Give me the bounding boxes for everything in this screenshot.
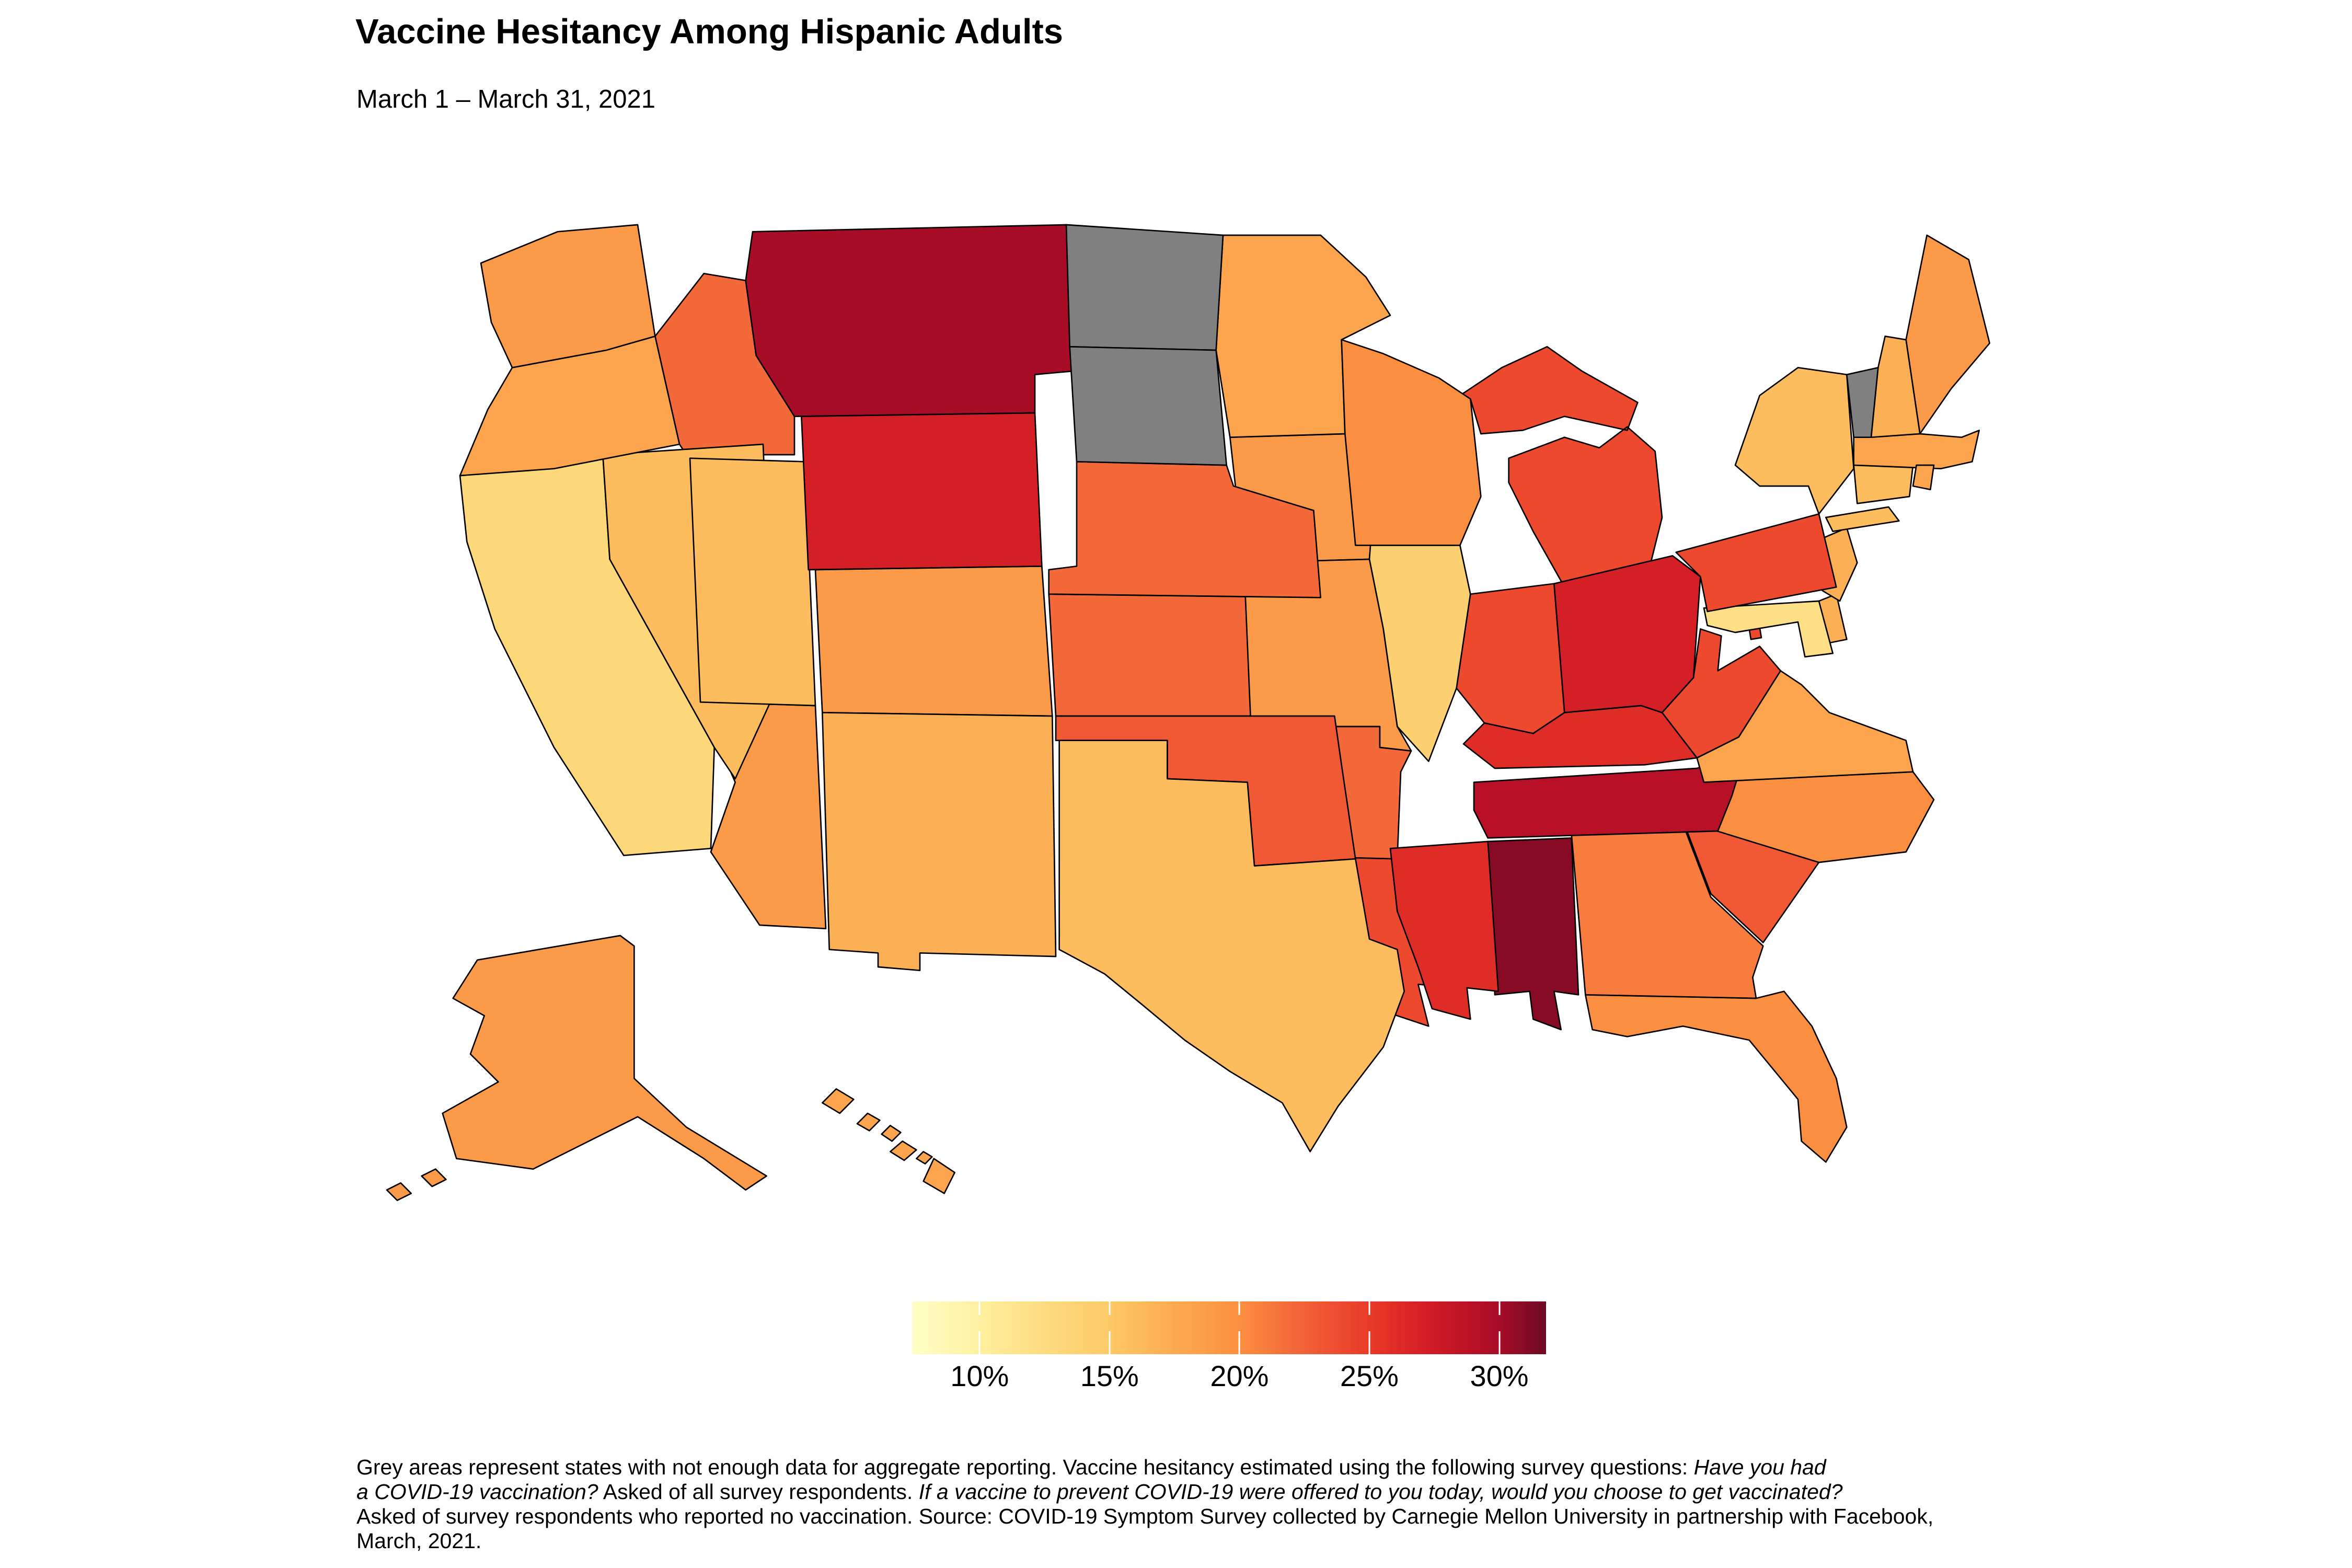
state-MI: Michigan 24% [1459, 346, 1663, 588]
state-VT: Vermont (no data) [1846, 367, 1879, 439]
state-WA: Washington 19% [480, 224, 656, 368]
state-CT: Connecticut 16% [1853, 464, 1914, 504]
state-HI: Hawaii 18% [822, 1088, 955, 1194]
state-MS: Mississippi 26% [1389, 840, 1500, 1020]
state-RI: Rhode Island 18% [1912, 464, 1935, 491]
state-NY: New York 16% [1734, 367, 1900, 533]
legend-tick-mark [1498, 1301, 1501, 1315]
us-choropleth-map: Alabama 31%Alaska 19%Arizona 19%Arkansas… [386, 224, 1991, 1202]
state-AK: Alaska 19% [386, 935, 767, 1202]
footnote-text-segment: Grey areas represent states with not eno… [356, 1455, 1694, 1479]
state-FL: Florida 20% [1585, 990, 1848, 1163]
footnote-text-segment: Asked of survey respondents who reported… [356, 1504, 1934, 1528]
state-IN: Indiana 24% [1456, 583, 1565, 734]
state-NE: Nebraska 22% [1048, 461, 1322, 598]
footnote-text-segment: March, 2021. [356, 1529, 482, 1553]
footnote: Grey areas represent states with not eno… [356, 1455, 2290, 1553]
legend-labels: 10% 15% 20% 25% 30% [912, 1359, 1546, 1396]
page-title: Vaccine Hesitancy Among Hispanic Adults [355, 12, 1064, 51]
legend-tick-mark [1238, 1301, 1240, 1315]
state-MD: Maryland 12% [1703, 600, 1834, 658]
legend-gradient-bar [912, 1301, 1546, 1354]
state-AL: Alabama 31% [1487, 837, 1579, 1031]
state-UT: Utah 16% [689, 457, 816, 707]
page-subtitle: March 1 – March 31, 2021 [356, 85, 655, 113]
legend-tick-label: 20% [1210, 1359, 1269, 1392]
state-WI: Wisconsin 20% [1341, 339, 1482, 546]
footnote-text-segment: Asked of all survey respondents. [598, 1480, 919, 1504]
state-GA: Georgia 21% [1571, 823, 1764, 999]
state-TX: Texas 16% [1058, 740, 1405, 1152]
legend-tick-label: 30% [1470, 1359, 1529, 1392]
footnote-line: Asked of survey respondents who reported… [356, 1504, 2290, 1529]
footnote-text-segment: a COVID-19 vaccination? [356, 1480, 598, 1504]
footnote-line: Grey areas represent states with not eno… [356, 1455, 2290, 1480]
state-PA: Pennsylvania 24% [1675, 513, 1837, 613]
state-SC: South Carolina 23% [1682, 820, 1820, 943]
state-ND: North Dakota (no data) [1065, 224, 1224, 351]
state-ME: Maine 19% [1905, 234, 1991, 435]
legend-tick-label: 25% [1340, 1359, 1399, 1392]
legend-tick-mark [1238, 1331, 1240, 1354]
legend-tick-label: 10% [950, 1359, 1009, 1392]
footnote-text-segment: If a vaccine to prevent COVID-19 were of… [918, 1480, 1843, 1504]
legend-tick-mark [978, 1331, 981, 1354]
footnote-text-segment: Have you had [1693, 1455, 1826, 1479]
state-OH: Ohio 27% [1553, 555, 1701, 713]
state-MA: Massachusetts 18% [1853, 430, 1980, 470]
state-WY: Wyoming 27% [801, 412, 1043, 571]
legend-tick-mark [1109, 1331, 1111, 1354]
legend-tick-mark [1368, 1331, 1370, 1354]
footnote-line: March, 2021. [356, 1529, 2290, 1553]
state-CO: Colorado 19% [814, 566, 1053, 717]
state-MT: Montana 30% [745, 224, 1074, 418]
legend-tick-mark [978, 1301, 981, 1315]
legend-tick-mark [1109, 1301, 1111, 1315]
state-WV: West Virginia 24% [1661, 628, 1782, 759]
state-SD: South Dakota (no data) [1069, 346, 1228, 466]
state-NM: New Mexico 17% [822, 712, 1057, 971]
legend-tick-mark [1368, 1301, 1370, 1315]
legend-tick-mark [1498, 1331, 1501, 1354]
footnote-line: a COVID-19 vaccination? Asked of all sur… [356, 1480, 2290, 1504]
legend-tick-label: 15% [1080, 1359, 1139, 1392]
